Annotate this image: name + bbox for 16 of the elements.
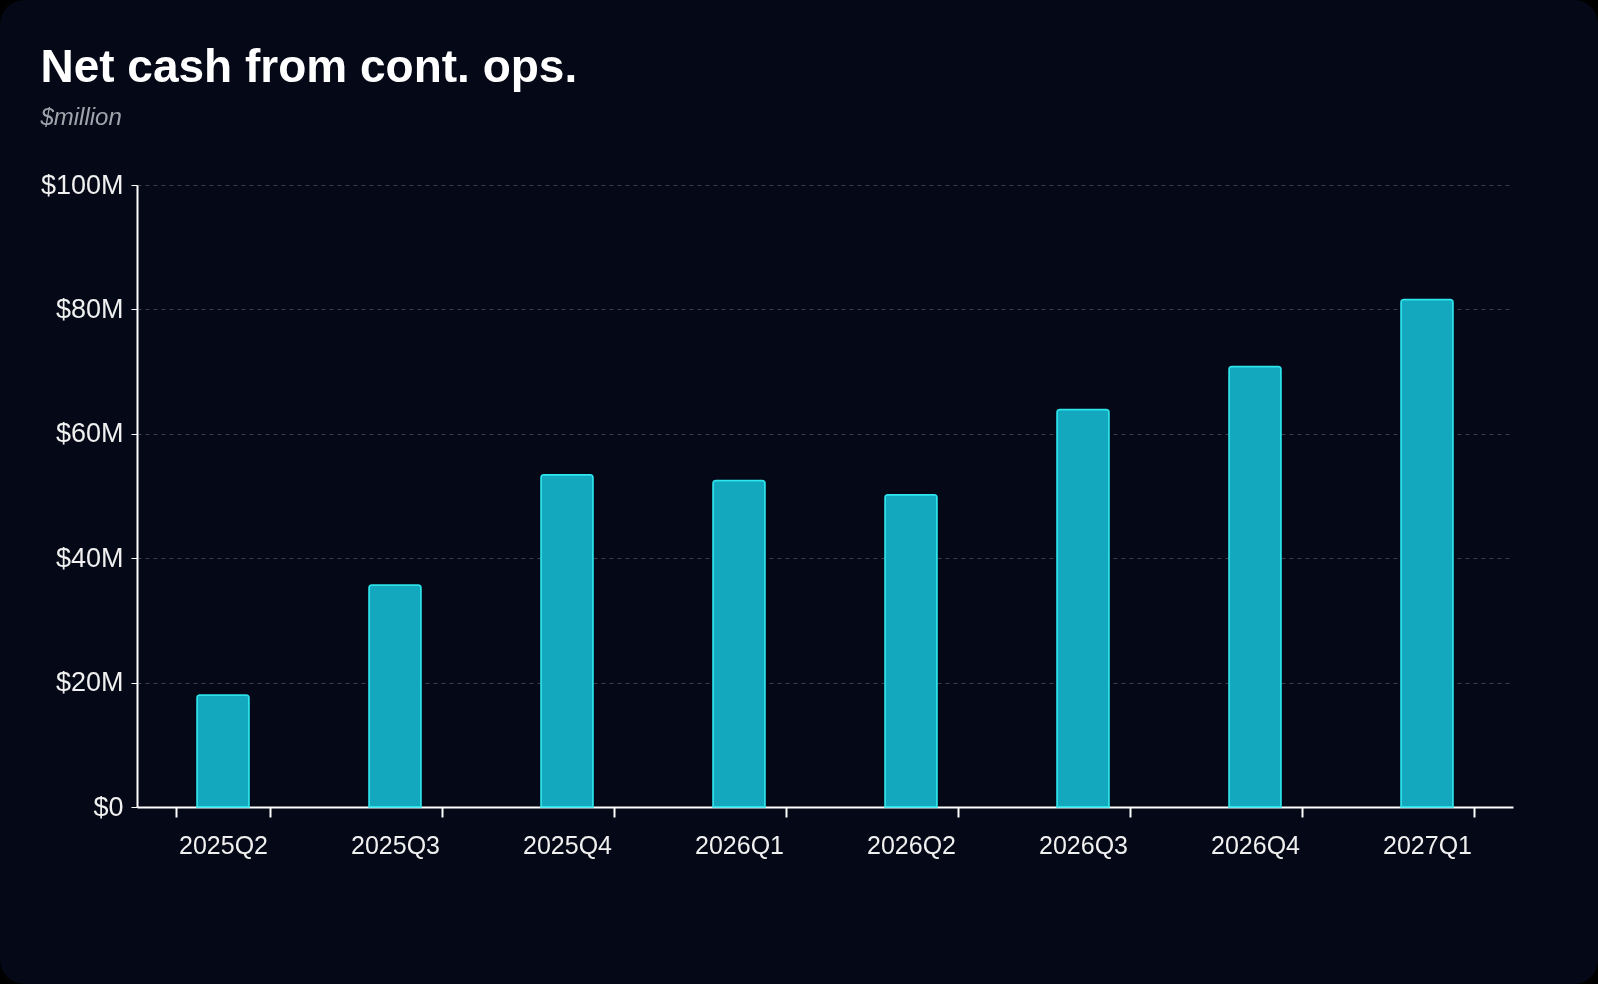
y-tick-label: $0 [93,791,124,822]
chart-subtitle: $million [39,103,122,130]
y-tick-label: $100M [40,169,124,200]
x-tick-label: 2026Q1 [695,830,784,859]
x-tick-label: 2026Q3 [1039,830,1128,859]
x-tick-label: 2026Q4 [1211,830,1301,859]
y-tick-label: $20M [55,667,124,698]
x-tick-label: 2025Q2 [179,830,268,859]
x-tick-label: 2025Q4 [523,830,613,859]
y-tick-label: $60M [55,418,124,449]
chart-title: Net cash from cont. ops. [40,40,578,92]
x-tick-label: 2026Q2 [867,830,956,859]
x-tick-label: 2025Q3 [351,830,440,859]
y-tick-label: $40M [55,542,124,573]
y-tick-label: $80M [55,293,124,324]
x-tick-label: 2027Q1 [1383,830,1472,859]
